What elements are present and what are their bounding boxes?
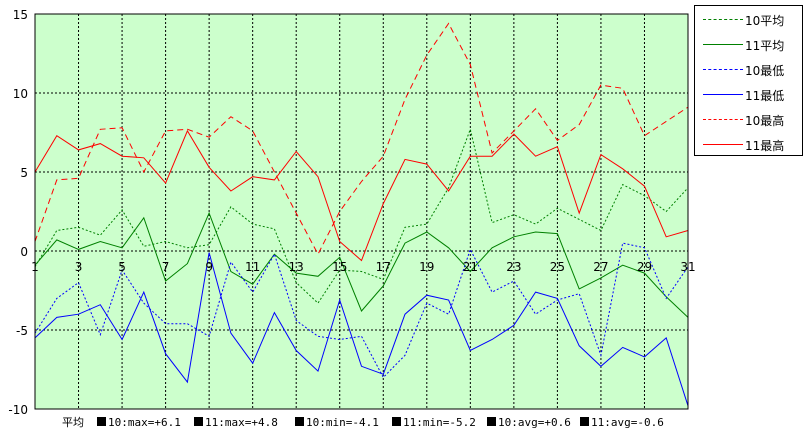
legend-label: 10最高 (745, 114, 785, 128)
y-tick-label: -5 (16, 324, 28, 338)
stat-marker (97, 417, 106, 426)
legend: 10平均 11平均 10最低 11最低 10最高 11最高 (694, 5, 803, 156)
legend-label: 11最高 (745, 139, 785, 153)
stat-text: 11:avg=-0.6 (591, 416, 664, 429)
stats-footer: 平均 10:max=+6.1 11:max=+4.8 10:min=-4.1 11:m… (62, 416, 664, 429)
legend-swatch (703, 44, 743, 45)
series-lines (34, 22, 689, 406)
legend-swatch (703, 119, 743, 120)
x-tick-label: 15 (332, 260, 347, 274)
series-line-3 (34, 252, 689, 406)
stat-text: 10:avg=+0.6 (498, 416, 571, 429)
series-line-1 (34, 211, 689, 318)
legend-swatch (703, 144, 743, 145)
stat-marker (194, 417, 203, 426)
stat-marker (487, 417, 496, 426)
x-tick-label: 31 (680, 260, 695, 274)
legend-item: 10最低 (695, 60, 802, 80)
legend-swatch (703, 94, 743, 95)
plot-border (34, 13, 689, 410)
legend-item: 10平均 (695, 10, 802, 30)
stat-text: 11:max=+4.8 (205, 416, 278, 429)
stat-text: 10:max=+6.1 (108, 416, 181, 429)
stat-marker (580, 417, 589, 426)
legend-item: 11平均 (695, 35, 802, 55)
series-line-5 (34, 129, 689, 262)
series-line-0 (34, 127, 689, 304)
x-tick-label: 13 (289, 260, 304, 274)
stat-text: 10:min=-4.1 (306, 416, 379, 429)
series-line-4 (34, 22, 689, 256)
x-tick-label: 19 (419, 260, 434, 274)
y-axis-ticks: 15 10 5 0 -5 -10 (8, 8, 28, 417)
footer-label: 平均 (62, 416, 84, 429)
legend-label: 11最低 (745, 89, 785, 103)
x-tick-label: 9 (205, 260, 213, 274)
x-tick-label: 21 (463, 260, 478, 274)
x-tick-label: 3 (75, 260, 83, 274)
legend-item: 11最低 (695, 85, 802, 105)
gridlines (34, 13, 689, 410)
y-tick-label: -10 (8, 403, 28, 417)
legend-label: 11平均 (745, 39, 785, 53)
y-tick-label: 10 (13, 87, 28, 101)
y-tick-label: 5 (20, 166, 28, 180)
x-axis-ticks: 1 3 5 7 9 11 13 15 17 19 21 23 25 27 29 31 (31, 260, 695, 274)
x-tick-label: 5 (118, 260, 126, 274)
legend-item: 11最高 (695, 135, 802, 155)
x-tick-label: 25 (550, 260, 565, 274)
stat-marker (295, 417, 304, 426)
x-tick-label: 17 (376, 260, 391, 274)
x-tick-label: 1 (31, 260, 39, 274)
legend-label: 10最低 (745, 64, 785, 78)
legend-swatch (703, 19, 743, 20)
plot-area (35, 14, 688, 409)
x-tick-label: 11 (245, 260, 260, 274)
x-tick-label: 7 (162, 260, 170, 274)
x-tick-label: 23 (506, 260, 521, 274)
x-tick-label: 27 (593, 260, 608, 274)
legend-swatch (703, 69, 743, 70)
y-tick-label: 15 (13, 8, 28, 22)
legend-item: 10最高 (695, 110, 802, 130)
stat-marker (392, 417, 401, 426)
series-line-2 (34, 242, 689, 379)
x-tick-label: 29 (637, 260, 652, 274)
stat-text: 11:min=-5.2 (403, 416, 476, 429)
y-tick-label: 0 (20, 245, 28, 259)
legend-label: 10平均 (745, 14, 785, 28)
